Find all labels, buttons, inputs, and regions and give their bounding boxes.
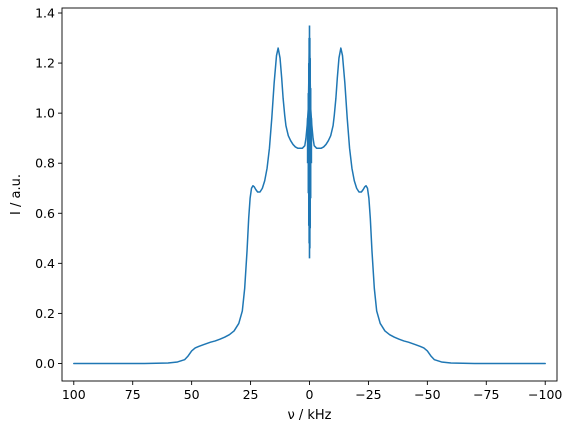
series-layer — [73, 25, 546, 365]
center-noise-spikes — [306, 25, 313, 259]
y-tick-label: 1.2 — [35, 56, 55, 71]
y-tick-label: 0.4 — [35, 256, 55, 271]
x-tick-label: 50 — [184, 387, 200, 402]
x-tick-label: 0 — [306, 387, 314, 402]
y-axis: 0.0 0.2 0.4 0.6 0.8 1.0 1.2 1.4 — [35, 6, 62, 371]
x-tick-label: 75 — [125, 387, 141, 402]
y-tick-label: 1.4 — [35, 6, 55, 21]
y-tick-label: 1.0 — [35, 106, 55, 121]
x-tick-label: −100 — [528, 387, 562, 402]
x-tick-label: 100 — [62, 387, 86, 402]
y-tick-label: 0.8 — [35, 156, 55, 171]
x-axis: 100 75 50 25 0 −25 −50 −75 −100 — [62, 381, 562, 402]
x-tick-label: −50 — [414, 387, 440, 402]
x-tick-label: −75 — [473, 387, 499, 402]
y-axis-label: I / a.u. — [9, 174, 24, 215]
y-tick-label: 0.6 — [35, 206, 55, 221]
x-axis-label: ν / kHz — [287, 408, 331, 423]
x-tick-label: 25 — [243, 387, 259, 402]
y-tick-label: 0.0 — [35, 356, 55, 371]
x-tick-label: −25 — [355, 387, 381, 402]
y-tick-label: 0.2 — [35, 306, 55, 321]
